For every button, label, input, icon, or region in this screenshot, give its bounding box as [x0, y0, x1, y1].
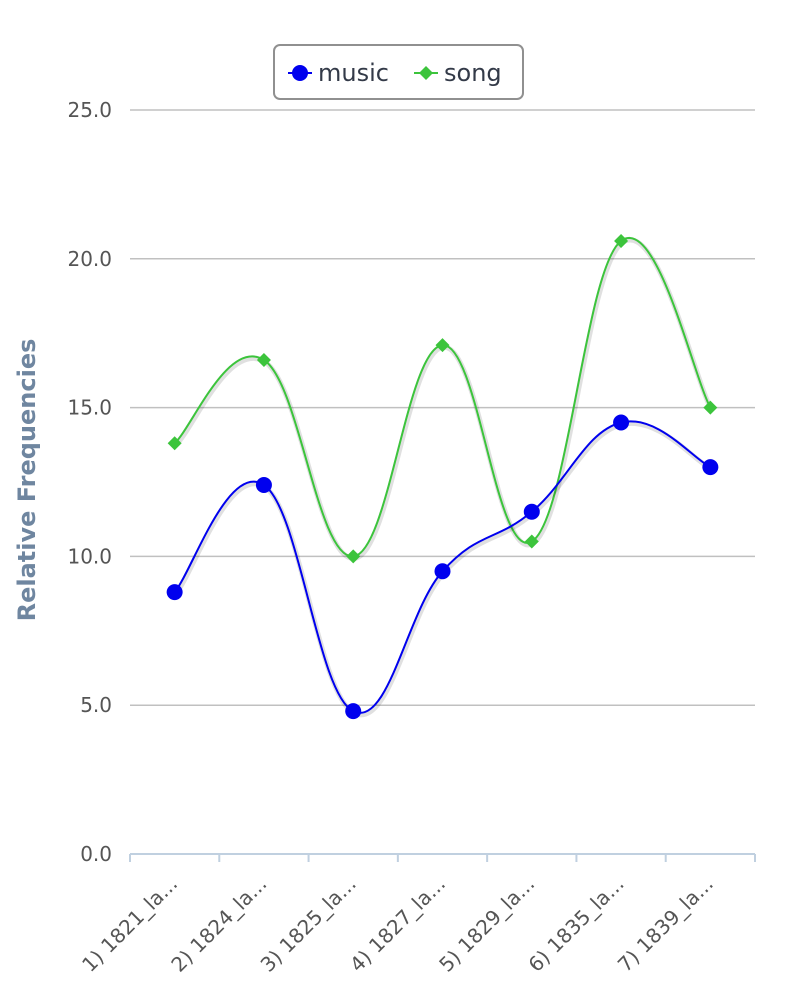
- legend-box: [273, 44, 524, 100]
- data-point-song[interactable]: [167, 436, 182, 451]
- data-point-music[interactable]: [523, 503, 540, 520]
- series-line-song: [173, 237, 712, 558]
- data-point-song[interactable]: [614, 233, 629, 248]
- series-song: [167, 233, 718, 564]
- y-axis-ticks: 0.0 5.0 10.0 15.0 20.0 25.0: [67, 98, 112, 866]
- y-tick-label: 0.0: [80, 842, 112, 866]
- legend-marker-song: [419, 66, 433, 80]
- data-point-song[interactable]: [346, 549, 361, 564]
- data-point-music[interactable]: [345, 703, 362, 720]
- series-music: [166, 414, 719, 720]
- data-point-song[interactable]: [524, 534, 539, 549]
- legend-marker-music: [292, 65, 308, 81]
- data-point-music[interactable]: [702, 459, 719, 476]
- y-tick-label: 5.0: [80, 693, 112, 717]
- legend-item-song[interactable]: song: [414, 59, 502, 87]
- data-point-song[interactable]: [256, 352, 271, 367]
- series-line-shadow: [173, 237, 714, 561]
- data-point-music[interactable]: [434, 563, 451, 580]
- y-tick-label: 20.0: [67, 247, 112, 271]
- grid-lines: [130, 109, 755, 706]
- data-point-song[interactable]: [435, 338, 450, 353]
- data-point-music[interactable]: [166, 584, 183, 601]
- series-layer: [166, 233, 719, 720]
- legend-item-music[interactable]: music: [288, 59, 389, 87]
- x-tick-label: 7) 1839_la...: [613, 872, 718, 977]
- y-tick-label: 25.0: [67, 98, 112, 122]
- legend-label-music: music: [318, 59, 389, 87]
- y-tick-label: 15.0: [67, 396, 112, 420]
- data-point-music[interactable]: [613, 414, 630, 431]
- data-point-song[interactable]: [703, 400, 718, 415]
- legend-label-song: song: [444, 59, 502, 87]
- data-point-music[interactable]: [255, 476, 272, 493]
- y-tick-label: 10.0: [67, 544, 112, 568]
- y-axis-title: Relative Frequencies: [13, 339, 41, 622]
- x-axis: 1) 1821_la...2) 1824_la...3) 1825_la...4…: [77, 853, 756, 977]
- legend: music song: [273, 44, 524, 100]
